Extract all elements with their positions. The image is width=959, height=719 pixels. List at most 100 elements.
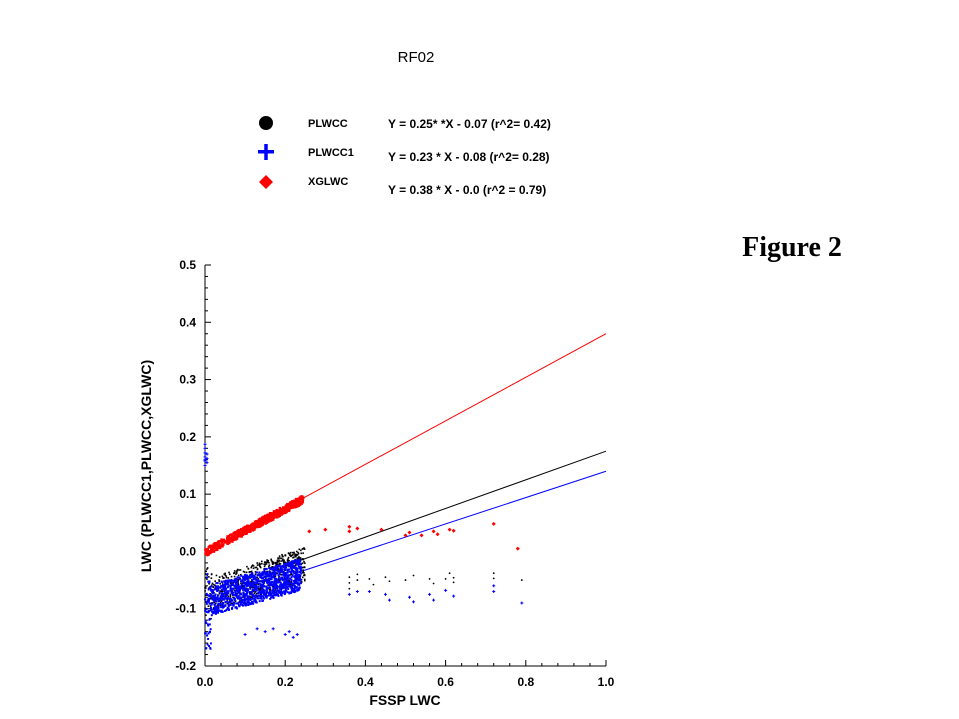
plwcc1-cluster-point [273,568,276,571]
plwcc1-cluster-point [230,598,233,601]
x-tick-label: 0.4 [357,675,374,689]
plwcc1-cluster-point [226,586,229,589]
plwcc1-cluster-point [229,585,232,588]
plwcc1-cluster-point [207,588,210,591]
plwcc1-cluster-point [275,584,278,587]
plwcc1-cluster-point [283,575,286,578]
plwcc-cluster-point [218,592,221,595]
xglwc-cluster-point [244,531,248,534]
point-plwcc [388,580,391,583]
point-plwcc1 [203,464,207,467]
plwcc1-cluster-point [225,608,228,611]
xglwc-cluster-point [219,539,223,543]
plwcc1-cluster-point [261,581,264,584]
xglwc-cluster-point [274,514,277,517]
plwcc1-cluster-point [277,580,280,583]
plwcc-cluster-point [265,561,268,563]
xglwc-cluster-point [287,508,291,511]
plwcc1-cluster-point [245,594,248,597]
point-plwcc [452,576,455,579]
plwcc-cluster-point [256,568,259,571]
plwcc1-cluster-point [244,594,247,597]
xglwc-cluster-point [253,520,257,523]
plwcc1-cluster-point [264,585,267,588]
plwcc1-cluster-point [249,599,252,602]
plwcc-cluster-point [204,576,207,579]
plwcc1-cluster-point [281,591,284,594]
plwcc-cluster-point [239,598,241,601]
point-xglwc [515,546,520,551]
plwcc1-cluster-point [286,569,289,572]
xglwc-cluster-point [287,509,291,513]
plwcc-cluster-point [271,561,274,564]
plwcc-cluster-point [263,570,266,572]
plwcc-cluster-point [302,558,305,561]
plwcc1-cluster-point [223,586,226,589]
point-xglwc [347,529,352,534]
xglwc-cluster-point [284,509,287,513]
plwcc-cluster-point [290,573,293,575]
plwcc1-cluster-point [251,590,254,593]
plwcc-cluster-point [221,590,224,593]
plwcc1-cluster-point [286,571,289,574]
plwcc1-cluster-point [230,589,233,592]
plwcc1-cluster-point [252,582,255,585]
plwcc-cluster-point [267,561,269,563]
plwcc1-cluster-point [223,604,226,607]
xglwc-cluster-point [284,508,287,511]
plwcc-cluster-point [239,569,242,571]
plwcc1-cluster-point [294,580,297,583]
plwcc1-cluster-point [263,568,266,571]
plwcc1-cluster-point [295,568,298,571]
legend-fit-xglwc: Y = 0.38 * X - 0.0 (r^2 = 0.79) [388,183,546,197]
plwcc-cluster-point [205,594,208,597]
plwcc1-cluster-point [288,574,291,577]
plwcc-cluster-point [210,602,212,605]
plwcc-cluster-point [297,551,299,554]
plwcc-cluster-point [223,573,226,575]
point-plwcc [404,579,407,581]
y-tick-label: 0.3 [179,373,196,387]
plwcc1-cluster-point [273,584,276,587]
plwcc1-cluster-point [283,593,286,596]
point-plwcc1 [432,598,436,602]
point-plwcc1 [205,461,209,465]
xglwc-cluster-point [206,548,209,551]
plwcc-cluster-point [208,610,211,612]
plwcc-cluster-point [232,596,234,599]
plwcc1-cluster-point [209,595,212,598]
plwcc1-cluster-point [290,591,293,594]
plwcc1-cluster-point [209,628,212,631]
plwcc-cluster-point [233,572,236,574]
plwcc1-cluster-point [282,583,285,586]
plwcc-cluster-point [206,568,208,570]
plwcc1-cluster-point [235,594,238,597]
plwcc1-cluster-point [222,602,225,605]
plwcc-cluster-point [267,560,269,562]
point-plwcc1 [203,442,207,446]
plwcc1-cluster-point [248,591,251,594]
plwcc1-cluster-point [281,579,284,582]
plwcc1-cluster-point [294,567,297,570]
plwcc1-cluster-point [256,597,259,600]
plwcc-cluster-point [237,601,240,604]
plwcc-cluster-point [249,586,251,589]
point-plwcc1 [295,632,299,636]
plwcc1-cluster-point [239,596,242,599]
plwcc-cluster-point [256,595,259,598]
plwcc1-cluster-point [275,590,278,593]
plwcc-cluster-point [258,562,261,565]
plwcc-cluster-point [218,579,220,581]
plwcc-cluster-point [303,547,305,549]
plwcc-cluster-point [275,564,278,567]
plwcc1-cluster-point [268,575,271,578]
plwcc1-cluster-point [261,585,264,588]
xglwc-cluster-point [229,536,232,540]
plwcc1-cluster-point [221,596,224,599]
plwcc1-cluster-point [255,582,258,585]
xglwc-cluster-point [266,520,270,523]
plwcc1-cluster-point [272,589,275,592]
plwcc1-cluster-point [277,589,280,592]
plwcc-cluster-point [302,574,305,577]
xglwc-cluster-point [209,551,212,555]
